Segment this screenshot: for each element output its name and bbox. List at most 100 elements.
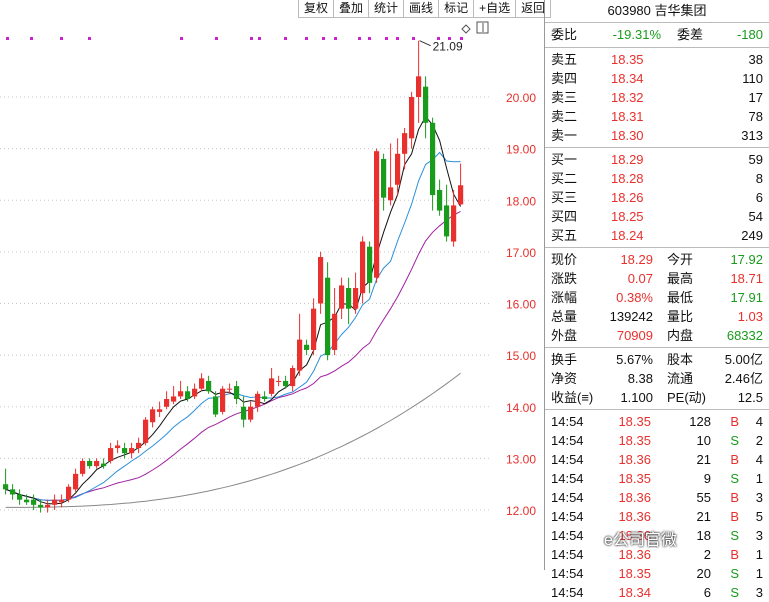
tick-direction: B [730,547,739,562]
current-price: 18.29 [620,252,653,267]
tick-price: 18.35 [618,414,651,429]
sell-price: 18.31 [611,109,644,124]
tick-time: 14:54 [551,490,584,505]
candle-body [388,187,394,201]
tick-count: 3 [755,585,763,600]
candle-body [430,122,436,196]
change-percent: 0.38% [616,290,653,305]
tick-time: 14:54 [551,528,584,543]
signal-dot [385,37,388,40]
candle-body [451,205,457,242]
candle-body [346,288,352,309]
tick-direction: B [730,452,739,467]
buy-price: 18.25 [611,209,644,224]
tick-price: 18.34 [618,585,651,600]
outer-volume: 70909 [616,328,653,343]
tick-count: 1 [755,471,763,486]
quote-panel: 603980 吉华集团 委比 -19.31% 委差 -180 卖五 18.35 38… [545,0,769,600]
kline-chart[interactable]: 20.00 19.00 18.00 17.00 16.00 15.00 14.00 13.00… [0,0,545,570]
signal-dot [437,37,440,40]
buy-row-1: 买一 18.29 59 [545,150,769,169]
tick-list[interactable]: 14:54 18.35 128 B 4 14:54 18.35 10 S 2 14:54 18.36 2… [545,410,769,602]
candle-body [94,460,100,467]
signal-dot [334,37,337,40]
sell-volume: 110 [742,71,763,86]
draw-line-button[interactable]: 画线 [404,0,440,18]
buy-volume: 6 [755,190,763,205]
quote-row: 涨幅 0.38% 最低 17.91 [545,288,769,307]
tick-volume: 20 [696,566,711,581]
signal-dot [322,37,325,40]
tick-price: 18.35 [618,471,651,486]
kline-chart-area[interactable]: 20.00 19.00 18.00 17.00 16.00 15.00 14.00 13.00… [0,0,545,570]
candle-body [45,504,51,508]
quote-row: 总量 139242 量比 1.03 [545,307,769,326]
sell-price: 18.35 [611,52,644,67]
candle-body [66,486,72,500]
fund-label: 净资 [551,371,578,386]
tick-price: 18.36 [618,509,651,524]
candle-body [255,393,261,407]
sell-row-4: 卖四 18.34 110 [545,69,769,88]
buy-price: 18.29 [611,152,644,167]
weibi-label: 委比 [551,27,578,42]
candle-body [157,409,163,412]
float-shares: 2.46亿 [724,371,763,386]
buy-label: 买四 [551,209,578,224]
tick-row: 14:54 18.36 21 B 4 [545,450,769,469]
buy-volume: 54 [748,209,763,224]
candle-body [3,484,9,490]
sell-volume: 38 [748,52,763,67]
chart-toolbar: 复权 叠加 统计 画线 标记 +自选 返回 [298,0,552,18]
buy-volume: 249 [741,228,763,243]
buy-price: 18.26 [611,190,644,205]
max-price-label: 21.09 [433,40,463,54]
panel-divider [544,0,545,570]
back-button[interactable]: 返回 [516,0,552,18]
total-volume: 139242 [609,309,653,324]
mark-button[interactable]: 标记 [439,0,475,18]
net-assets: 8.38 [627,371,653,386]
tick-volume: 21 [696,509,711,524]
candle-body [87,460,93,467]
quote-label: 量比 [667,309,694,324]
candle-body [360,241,366,294]
candle-body [283,380,289,387]
add-watchlist-button[interactable]: +自选 [474,0,517,18]
watermark: e公司官微 [604,532,677,549]
tick-count: 3 [755,528,763,543]
sell-orders: 卖五 18.35 38 卖四 18.34 110 卖三 18.32 17 卖二 18.31 78… [545,48,769,148]
candle-body [17,494,23,500]
buy-row-4: 买四 18.25 54 [545,207,769,226]
max-marker-line [419,40,431,47]
diamond-icon [461,24,471,34]
signal-dot [460,37,463,40]
tick-row: 14:54 18.34 6 S 3 [545,583,769,602]
candle-body [241,406,247,420]
y-tick-label: 19.00 [506,143,536,157]
stats-button[interactable]: 统计 [369,0,405,18]
quote-label: 最高 [667,271,694,286]
tick-time: 14:54 [551,585,584,600]
overlay-button[interactable]: 叠加 [334,0,370,18]
candle-body [367,246,373,283]
weicha-label: 委差 [677,27,704,42]
candle-body [59,499,65,503]
sell-label: 卖三 [551,90,578,105]
fuquan-button[interactable]: 复权 [299,0,335,18]
candle-body [353,288,359,309]
candle-body [185,391,191,400]
candle-body [381,158,387,198]
tick-price: 18.36 [618,528,651,543]
turnover: 5.67% [616,352,653,367]
tick-volume: 18 [696,528,711,543]
candle-body [129,448,135,454]
fund-row: 净资 8.38 流通 2.46亿 [545,369,769,388]
candle-body [31,499,37,505]
tick-time: 14:54 [551,414,584,429]
weibi-row: 委比 -19.31% 委差 -180 [545,23,769,48]
tick-row: 14:54 18.36 21 B 5 [545,507,769,526]
candle-body [178,391,184,397]
quote-label: 外盘 [551,328,578,343]
candle-body [143,419,149,443]
